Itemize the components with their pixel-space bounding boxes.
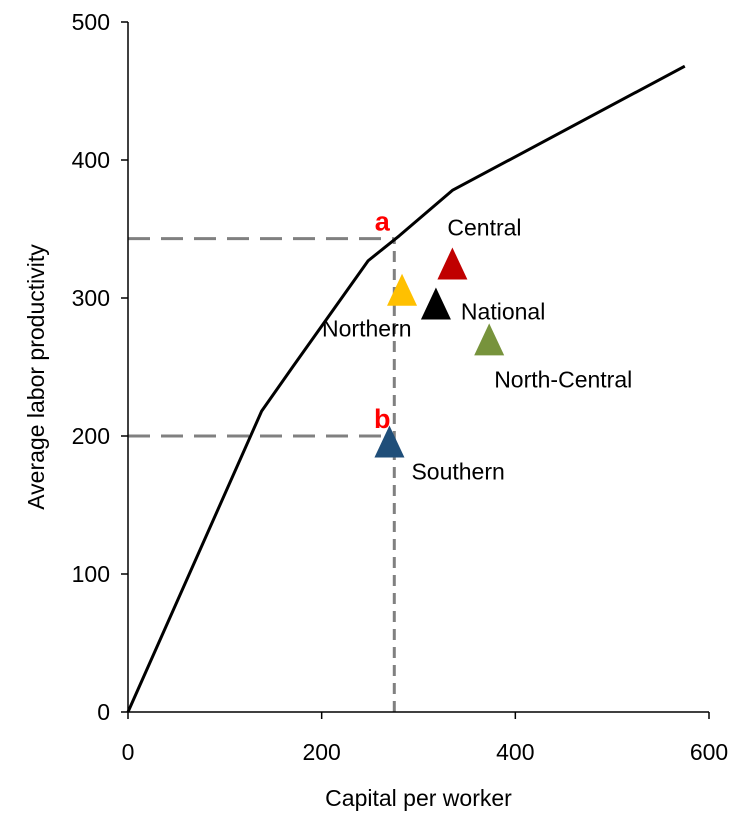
annotation-a: a	[375, 207, 391, 237]
y-tick-label-200: 200	[72, 423, 110, 449]
y-tick-label-400: 400	[72, 147, 110, 173]
labels-group: Central Northern National North-Central Sout…	[322, 207, 632, 485]
series-line-0	[126, 64, 686, 713]
points-group	[374, 247, 505, 458]
x-tick-label-600: 600	[690, 739, 728, 765]
reference-lines	[128, 237, 396, 712]
point-label-southern: Southern	[411, 459, 504, 485]
x-axis-title: Capital per worker	[325, 785, 512, 811]
point-label-northern: Northern	[322, 316, 411, 342]
series-group	[126, 64, 686, 713]
x-tick-label-0: 0	[122, 739, 135, 765]
annotation-b: b	[374, 404, 391, 434]
y-tick-label-100: 100	[72, 561, 110, 587]
point-label-national: National	[461, 299, 545, 325]
marker-northern	[387, 273, 418, 306]
point-label-central: Central	[447, 215, 521, 241]
axes: 0 100 200 300 400 500 0 200 400 600	[72, 9, 729, 765]
y-axis-title: Average labor productivity	[23, 244, 49, 510]
marker-southern	[374, 425, 405, 458]
y-tick-label-0: 0	[97, 699, 110, 725]
marker-north-central	[474, 323, 505, 356]
y-tick-label-500: 500	[72, 9, 110, 35]
marker-national	[420, 287, 451, 320]
x-tick-label-200: 200	[302, 739, 340, 765]
x-tick-label-400: 400	[496, 739, 534, 765]
marker-central	[437, 247, 468, 280]
point-label-north-central: North-Central	[494, 366, 632, 392]
y-tick-label-300: 300	[72, 285, 110, 311]
